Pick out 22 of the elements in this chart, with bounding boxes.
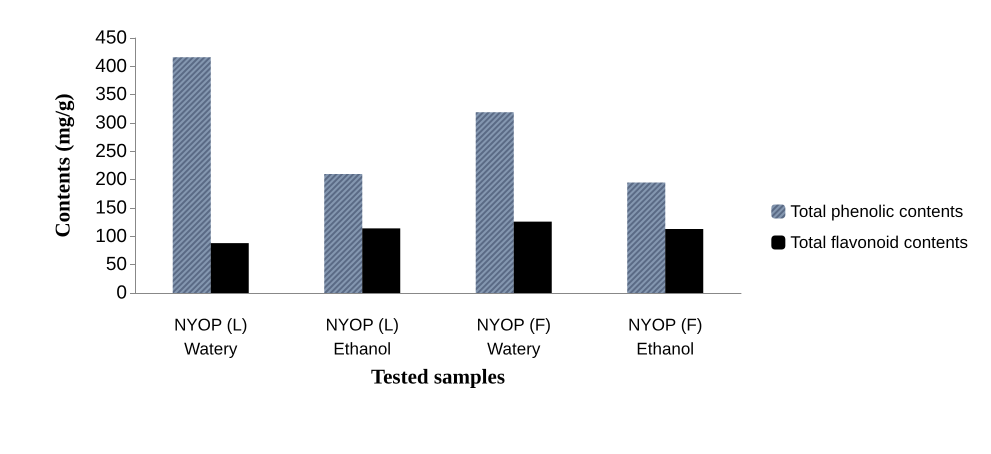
- y-tick-label: 50: [106, 254, 127, 276]
- y-tick-label: 100: [95, 226, 127, 247]
- y-tick-label: 400: [95, 56, 127, 77]
- x-tick-label: NYOP (F) Watery: [476, 316, 551, 358]
- legend-label: Total flavonoid contents: [790, 233, 968, 252]
- y-tick-label: 450: [95, 28, 127, 48]
- x-tick-label: NYOP (F) Ethanol: [628, 316, 702, 358]
- y-axis-title: Contents (mg/g): [50, 93, 74, 238]
- y-tick-label: 200: [95, 169, 127, 190]
- y-tick-label: 250: [95, 140, 127, 162]
- legend-label: Total phenolic contents: [790, 202, 964, 221]
- bar: [665, 228, 704, 293]
- bar: [210, 243, 249, 293]
- y-tick-label: 0: [116, 282, 127, 304]
- y-tick-label: 350: [95, 84, 127, 106]
- bar: [514, 222, 552, 293]
- x-axis-title: Tested samples: [371, 364, 505, 388]
- x-tick-label: NYOP (L) Watery: [174, 316, 248, 358]
- bar: [362, 228, 400, 293]
- y-tick-label: 150: [95, 198, 127, 218]
- x-tick-label: NYOP (L) Ethanol: [326, 316, 399, 358]
- y-tick-label: 300: [95, 112, 127, 134]
